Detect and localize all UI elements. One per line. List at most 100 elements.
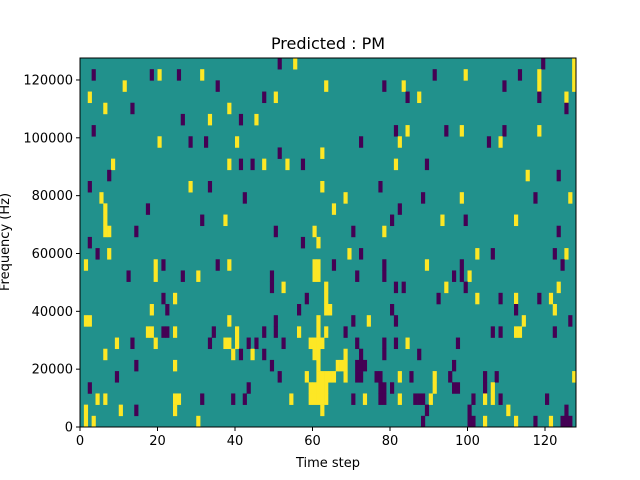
cell-low — [165, 326, 170, 338]
cell-high — [223, 214, 228, 227]
cell-low — [130, 337, 135, 350]
cell-high — [320, 393, 325, 405]
cell-low — [401, 281, 406, 294]
cell-high — [324, 393, 329, 405]
cell-low — [564, 404, 569, 417]
cell-high — [91, 415, 96, 428]
cell-low — [262, 348, 267, 361]
y-axis-label: Frequency (Hz) — [0, 193, 13, 291]
cell-low — [130, 102, 135, 115]
cell-high — [312, 382, 317, 394]
cell-high — [347, 248, 352, 260]
cell-high — [514, 415, 519, 428]
cell-low — [145, 203, 151, 215]
cell-high — [440, 214, 445, 227]
cell-high — [227, 158, 232, 171]
cell-high — [556, 281, 561, 294]
y-tick-label: 40000 — [32, 305, 73, 320]
cell-high — [324, 80, 329, 92]
cell-high — [343, 371, 348, 383]
cell-low — [452, 359, 457, 372]
cell-high — [552, 304, 557, 316]
cell-high — [397, 371, 402, 383]
cell-low — [382, 382, 387, 394]
cell-high — [463, 69, 468, 81]
cell-low — [463, 214, 468, 227]
cell-low — [134, 359, 139, 372]
cell-low — [176, 69, 182, 81]
cell-low — [393, 337, 399, 350]
cell-high — [537, 125, 542, 137]
cell-low — [471, 415, 476, 428]
cell-low — [502, 125, 507, 137]
cell-high — [572, 58, 577, 70]
cell-high — [316, 326, 321, 338]
cell-high — [196, 415, 201, 428]
cell-high — [304, 371, 309, 383]
cell-low — [452, 270, 457, 282]
cell-high — [200, 69, 205, 81]
cell-high — [444, 281, 449, 294]
cell-high — [401, 80, 406, 92]
cell-high — [316, 348, 321, 361]
cell-low — [382, 80, 387, 92]
cell-high — [107, 248, 112, 260]
cell-high — [293, 58, 298, 70]
cell-low — [207, 337, 213, 350]
cell-high — [83, 315, 89, 327]
plot-background — [80, 58, 576, 427]
cell-low — [215, 259, 220, 271]
cell-high — [308, 393, 313, 405]
cell-high — [405, 337, 410, 350]
cell-low — [246, 382, 251, 394]
cell-high — [537, 80, 542, 92]
cell-high — [235, 326, 240, 338]
cell-high — [506, 404, 511, 417]
cell-low — [134, 225, 139, 238]
cell-low — [91, 69, 96, 81]
cell-low — [382, 270, 387, 282]
cell-high — [157, 136, 162, 148]
cell-high — [521, 315, 526, 327]
cell-high — [572, 371, 577, 383]
cell-low — [471, 393, 476, 405]
cell-low — [180, 270, 185, 282]
cell-low — [390, 214, 395, 227]
cell-low — [417, 393, 422, 405]
cell-high — [320, 181, 325, 193]
cell-high — [320, 371, 325, 383]
cell-high — [153, 337, 158, 350]
cell-low — [405, 91, 410, 104]
cell-high — [297, 326, 302, 338]
cell-low — [498, 393, 503, 405]
cell-high — [107, 225, 112, 238]
cell-high — [149, 326, 154, 338]
cell-low — [393, 315, 399, 327]
cell-low — [262, 91, 267, 104]
cell-high — [316, 270, 321, 282]
cell-low — [238, 113, 244, 126]
cell-high — [103, 393, 108, 405]
cell-high — [285, 158, 290, 171]
cell-high — [103, 102, 108, 115]
cell-low — [517, 69, 523, 81]
cell-low — [421, 393, 426, 405]
cell-low — [273, 315, 278, 327]
cell-low — [444, 125, 449, 137]
cell-high — [424, 259, 430, 271]
cell-high — [320, 404, 325, 417]
cell-high — [87, 315, 92, 327]
cell-low — [87, 382, 92, 394]
cell-high — [517, 326, 523, 338]
cell-high — [227, 259, 232, 271]
cell-low — [568, 415, 573, 428]
cell-high — [188, 181, 193, 193]
cell-low — [297, 304, 302, 316]
cell-high — [83, 259, 89, 271]
cell-high — [316, 236, 321, 249]
cell-low — [459, 270, 464, 282]
cell-low — [568, 315, 573, 327]
cell-low — [238, 158, 244, 171]
cell-low — [564, 102, 569, 115]
